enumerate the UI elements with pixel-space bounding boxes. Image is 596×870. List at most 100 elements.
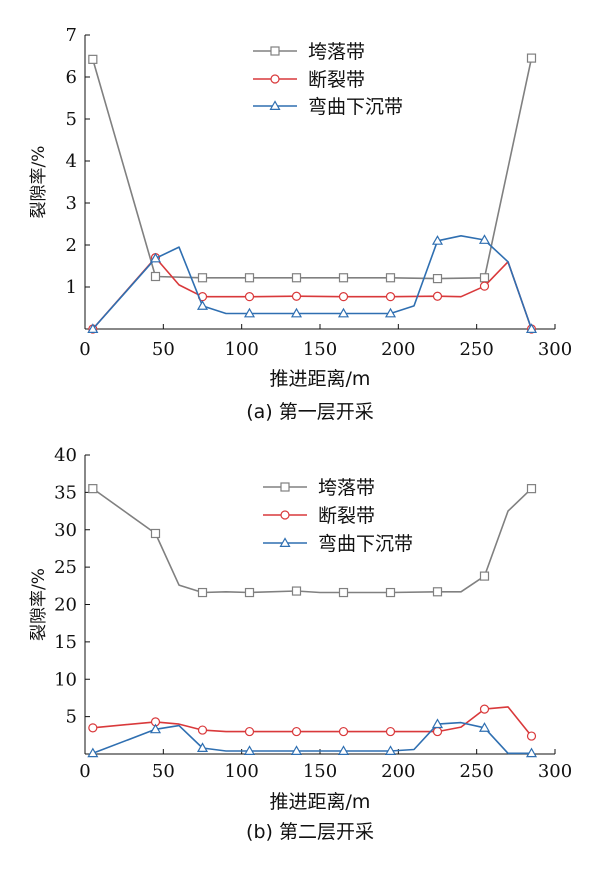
series-line: [92, 256, 533, 330]
data-point: [385, 273, 396, 283]
x-tick-label: 100: [224, 761, 258, 782]
data-point: [290, 745, 303, 755]
series-line: [92, 487, 533, 594]
y-tick-label: 40: [54, 445, 77, 466]
data-point: [479, 704, 490, 714]
series-line: [92, 57, 533, 280]
legend-entry: 断裂带: [263, 505, 375, 527]
panel-a: 1 2 3 4 5 6 7 0 50 100 150 200 250 300 推进距离/m 裂隙率/% (a) …: [29, 25, 572, 423]
x-tick-label: 250: [459, 761, 493, 782]
legend-label: 垮落带: [318, 477, 375, 499]
legend-swatch-marker: [279, 537, 291, 547]
panel-caption: (b) 第二层开采: [246, 821, 374, 843]
panel-b: 5 10 15 20 25 30 35 40 0 50 100 150 200 250 300 推进距离/m 裂…: [29, 445, 572, 843]
data-point: [88, 484, 98, 494]
x-tick-label: 300: [538, 339, 572, 360]
data-point: [88, 723, 98, 733]
data-point: [385, 587, 396, 598]
data-point: [244, 587, 255, 598]
legend-entry: 弯曲下沉带: [253, 96, 403, 118]
data-point: [196, 742, 209, 752]
series-0: [88, 53, 537, 284]
x-tick-label: 0: [79, 339, 90, 360]
data-point: [478, 234, 491, 244]
y-tick-label: 10: [54, 669, 77, 690]
y-tick-label: 35: [54, 482, 77, 503]
x-tick-label: 200: [381, 339, 415, 360]
series-1: [88, 253, 537, 334]
y-tick-label: 2: [66, 235, 77, 256]
data-point: [478, 722, 491, 732]
data-point: [338, 726, 349, 737]
y-tick-label: 25: [54, 557, 77, 578]
data-point: [197, 273, 208, 283]
data-point: [244, 292, 255, 302]
data-point: [244, 273, 255, 283]
data-point: [243, 307, 256, 318]
data-point: [243, 745, 256, 755]
y-tick-label: 15: [54, 632, 77, 653]
series-1: [88, 704, 537, 741]
data-point: [88, 54, 98, 64]
legend-label: 垮落带: [308, 41, 365, 63]
y-tick-label: 6: [66, 67, 77, 88]
data-point: [150, 528, 161, 539]
x-axis-label: 推进距离/m: [270, 368, 371, 390]
data-point: [385, 292, 396, 302]
x-tick-label: 50: [152, 761, 175, 782]
data-point: [291, 291, 302, 301]
data-point: [385, 726, 396, 737]
series-line: [92, 235, 533, 330]
panel-caption: (a) 第一层开采: [246, 401, 374, 423]
legend-swatch-marker: [280, 482, 290, 492]
data-point: [479, 571, 490, 581]
y-tick-label: 5: [66, 109, 77, 130]
data-point: [290, 307, 303, 318]
legend-swatch-marker: [270, 46, 280, 56]
data-point: [244, 726, 255, 737]
data-point: [337, 307, 350, 318]
y-axis-label: 裂隙率/%: [29, 146, 49, 219]
y-tick-label: 5: [66, 707, 77, 728]
data-point: [291, 726, 302, 737]
legend-swatch-marker: [270, 74, 280, 84]
data-point: [479, 273, 490, 283]
x-tick-label: 150: [303, 761, 337, 782]
y-tick-label: 4: [66, 151, 77, 172]
series-2: [87, 234, 538, 333]
legend-label: 断裂带: [318, 505, 375, 527]
data-point: [432, 726, 443, 737]
data-point: [338, 587, 349, 598]
data-point: [197, 587, 208, 598]
x-tick-label: 150: [303, 339, 337, 360]
x-tick-label: 300: [538, 761, 572, 782]
y-tick-label: 20: [54, 595, 77, 616]
data-point: [431, 718, 444, 729]
y-tick-label: 7: [66, 25, 77, 46]
data-point: [525, 747, 538, 758]
data-point: [384, 745, 397, 755]
data-point: [525, 323, 538, 333]
legend-label: 弯曲下沉带: [308, 96, 403, 118]
legend-label: 弯曲下沉带: [318, 533, 413, 555]
data-point: [526, 484, 537, 494]
x-tick-label: 100: [224, 339, 258, 360]
series-0: [88, 484, 537, 598]
y-axis-label: 裂隙率/%: [29, 568, 49, 641]
data-point: [149, 723, 162, 734]
x-axis-label: 推进距离/m: [270, 791, 371, 813]
data-point: [384, 307, 397, 318]
x-tick-label: 0: [79, 761, 90, 782]
legend-entry: 断裂带: [253, 69, 365, 91]
data-point: [150, 271, 161, 282]
data-point: [526, 53, 537, 63]
data-point: [196, 300, 209, 310]
data-point: [432, 587, 443, 597]
data-point: [149, 252, 162, 263]
data-point: [432, 291, 443, 301]
series-line: [92, 706, 533, 737]
y-tick-label: 30: [54, 520, 77, 541]
legend-entry: 垮落带: [253, 41, 365, 63]
data-point: [479, 281, 490, 291]
